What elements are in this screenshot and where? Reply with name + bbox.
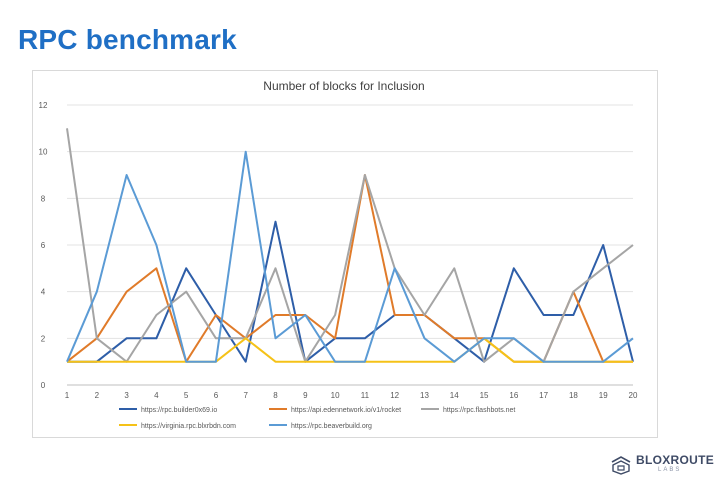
legend: https://rpc.builder0x69.io https://api.ed…	[119, 407, 515, 430]
x-tick-label: 3	[124, 391, 129, 400]
line-chart: Number of blocks for Inclusion 024681012…	[39, 79, 638, 430]
x-tick-label: 8	[273, 391, 278, 400]
x-tick-label: 11	[361, 391, 370, 400]
x-axis-ticks: 1 2 3 4 5 6 7 8 9 10 11 12 13 14 15 16 17 18 19 20	[65, 391, 638, 400]
x-tick-label: 16	[509, 391, 518, 400]
x-tick-label: 15	[480, 391, 489, 400]
x-tick-label: 20	[629, 391, 638, 400]
slide-title: RPC benchmark	[18, 24, 237, 55]
brand-name: BLOXROUTE	[636, 453, 715, 467]
x-tick-label: 9	[303, 391, 308, 400]
x-tick-label: 14	[450, 391, 459, 400]
legend-label: https://rpc.beaverbuild.org	[291, 423, 372, 430]
series-line-2	[66, 174, 633, 363]
x-tick-label: 7	[244, 391, 249, 400]
x-tick-label: 18	[569, 391, 578, 400]
x-tick-label: 12	[390, 391, 399, 400]
y-tick-label: 2	[41, 334, 46, 343]
legend-label: https://rpc.builder0x69.io	[141, 407, 217, 414]
x-tick-label: 17	[539, 391, 548, 400]
series-line-5	[66, 150, 634, 363]
chart-frame: Number of blocks for Inclusion 0 2 4 6 8 10 12…	[32, 70, 658, 438]
x-tick-label: 1	[65, 391, 70, 400]
chart-title: Number of blocks for Inclusion	[263, 79, 424, 93]
y-tick-label: 6	[41, 241, 46, 250]
y-tick-label: 12	[39, 101, 48, 110]
y-tick-label: 10	[39, 148, 48, 157]
series-line-1	[67, 220, 634, 363]
y-tick-label: 4	[41, 288, 46, 297]
series-lines	[66, 128, 634, 363]
x-tick-label: 13	[420, 391, 429, 400]
brand-sub: LABS	[658, 467, 682, 473]
y-tick-label: 8	[41, 194, 46, 203]
x-tick-label: 2	[95, 391, 100, 400]
legend-label: https://rpc.flashbots.net	[443, 407, 515, 414]
x-tick-label: 4	[154, 391, 159, 400]
x-tick-label: 10	[331, 391, 340, 400]
gridlines	[67, 104, 633, 386]
y-tick-label: 0	[41, 381, 46, 390]
legend-label: https://virginia.rpc.blxrbdn.com	[141, 423, 236, 430]
x-tick-label: 5	[184, 391, 189, 400]
x-tick-label: 6	[214, 391, 219, 400]
y-axis-ticks: 0 2 4 6 8 10 12	[39, 101, 48, 390]
bloxroute-logo: BLOXROUTE LABS	[608, 450, 716, 478]
legend-label: https://api.edennetwork.io/v1/rocket	[291, 407, 401, 414]
bloxroute-logo-icon	[611, 456, 631, 475]
x-tick-label: 19	[599, 391, 608, 400]
